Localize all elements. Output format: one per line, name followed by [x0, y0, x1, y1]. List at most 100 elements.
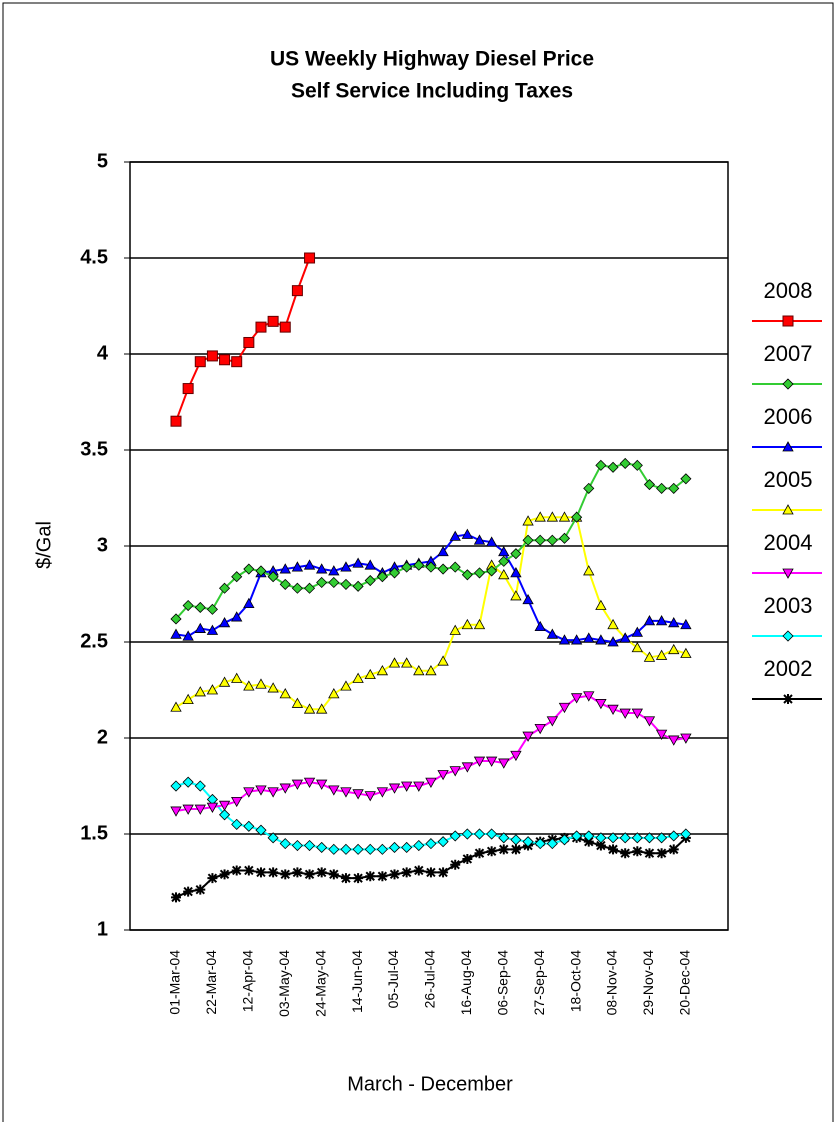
marker [607, 832, 619, 844]
x-tick-label: 18-Oct-04 [567, 950, 583, 1012]
legend-marker [782, 315, 794, 327]
marker [583, 565, 595, 576]
marker [522, 593, 534, 605]
marker [218, 800, 231, 812]
marker [668, 482, 680, 494]
marker [522, 534, 534, 546]
legend-label: 2003 [764, 593, 813, 618]
marker [364, 559, 376, 570]
marker [631, 626, 643, 637]
marker [267, 682, 279, 693]
marker [461, 828, 473, 840]
marker [243, 336, 255, 348]
marker [401, 841, 413, 854]
legend-label: 2008 [764, 278, 813, 303]
marker [243, 563, 255, 575]
marker [206, 802, 219, 813]
marker [303, 559, 316, 570]
marker [183, 886, 194, 897]
marker [620, 848, 631, 859]
marker [449, 624, 461, 635]
marker [340, 873, 351, 884]
marker [352, 789, 364, 800]
marker [388, 657, 401, 668]
chart-subtitle: Self Service Including Taxes [291, 80, 573, 103]
marker [510, 750, 522, 762]
marker [316, 563, 328, 574]
marker [291, 561, 304, 572]
marker [267, 787, 279, 798]
marker [643, 615, 656, 626]
marker [218, 676, 231, 687]
marker [643, 716, 656, 727]
marker [485, 536, 498, 547]
marker [510, 590, 522, 601]
marker [231, 672, 243, 683]
marker [279, 838, 291, 850]
marker [291, 697, 304, 708]
marker [292, 867, 303, 878]
marker [655, 615, 668, 626]
marker [583, 632, 595, 643]
marker [194, 601, 206, 614]
marker [352, 580, 364, 592]
marker [388, 783, 401, 794]
marker [534, 620, 546, 632]
marker [643, 832, 656, 844]
y-tick-label: 3.5 [80, 438, 108, 460]
marker [486, 846, 497, 857]
marker [534, 838, 546, 850]
marker [656, 848, 667, 859]
marker [171, 892, 181, 903]
marker [473, 618, 486, 630]
marker [619, 708, 631, 719]
marker [534, 511, 546, 522]
x-tick-label: 01-Mar-04 [167, 950, 183, 1015]
legend-label: 2005 [764, 467, 813, 492]
marker [546, 628, 559, 639]
marker [255, 565, 267, 577]
marker [413, 664, 425, 676]
marker [498, 758, 510, 769]
y-tick-label: 3 [97, 534, 108, 556]
marker [449, 530, 461, 541]
marker [388, 841, 401, 854]
marker [643, 651, 656, 662]
marker [316, 867, 327, 878]
marker [449, 766, 461, 777]
marker [510, 834, 522, 846]
marker [473, 756, 486, 767]
marker [304, 252, 316, 264]
legend-label: 2007 [764, 341, 813, 366]
marker [425, 838, 437, 850]
marker [267, 315, 279, 327]
marker [474, 848, 485, 859]
marker [498, 555, 510, 567]
marker [231, 818, 243, 830]
marker [534, 724, 546, 735]
marker [498, 832, 510, 844]
marker [340, 680, 352, 691]
marker [304, 869, 315, 880]
marker [170, 780, 182, 792]
x-tick-label: 16-Aug-04 [458, 950, 474, 1016]
marker [231, 865, 242, 876]
marker [631, 459, 643, 471]
marker [364, 791, 376, 802]
marker [461, 618, 474, 630]
marker [340, 787, 352, 798]
marker [583, 830, 595, 842]
marker [437, 770, 449, 781]
marker [365, 871, 376, 882]
marker [510, 567, 522, 578]
marker [510, 844, 521, 855]
marker [170, 701, 182, 712]
marker [437, 655, 449, 666]
marker [353, 873, 364, 884]
marker [534, 534, 546, 546]
marker [558, 532, 571, 544]
marker [401, 561, 413, 573]
marker [413, 559, 425, 571]
x-tick-label: 22-Mar-04 [203, 950, 219, 1015]
marker [207, 873, 218, 884]
